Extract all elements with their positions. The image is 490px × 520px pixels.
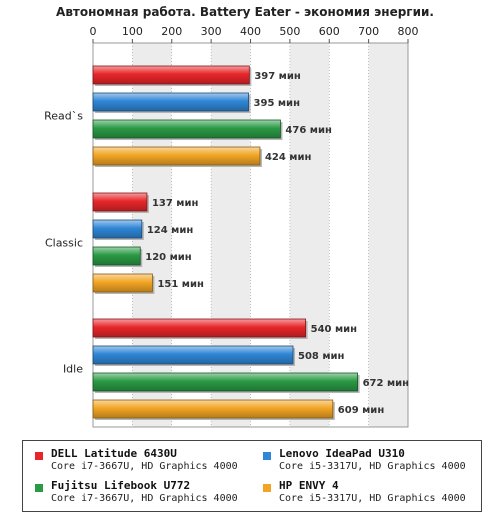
data-label: 137 мин [152,198,199,209]
bar [92,119,281,139]
legend-subtitle: Core i7-3667U, HD Graphics 4000 [51,493,238,504]
category-label: Read`s [44,110,83,123]
bar [92,246,141,266]
legend-name: HP ENVY 4 [279,479,339,492]
legend-swatch [35,484,43,492]
x-tick-label: 800 [398,25,419,38]
data-label: 672 мин [363,378,410,389]
bar [92,399,334,419]
x-tick-label: 600 [319,25,340,38]
x-tick-label: 100 [122,25,143,38]
chart-title: Автономная работа. Battery Eater - эконо… [56,5,434,19]
data-label: 476 мин [285,125,332,136]
category-label: Idle [63,363,83,376]
x-tick-label: 500 [279,25,300,38]
x-tick-label: 400 [240,25,261,38]
bar [92,318,307,338]
data-label: 424 мин [265,152,312,163]
plot-band [289,43,330,427]
legend-swatch [35,452,43,460]
bar [92,192,148,212]
data-label: 609 мин [338,405,385,416]
legend-swatch [263,484,271,492]
bar [92,372,359,392]
legend-name: Fujitsu Lifebook U772 [51,479,191,492]
x-tick-label: 700 [358,25,379,38]
bar [92,345,294,365]
legend-name: DELL Latitude 6430U [51,447,177,460]
bar [92,273,153,293]
bar [92,146,261,166]
bar-chart: Автономная работа. Battery Eater - эконо… [44,5,434,428]
legend-subtitle: Core i5-3317U, HD Graphics 4000 [279,493,466,504]
data-label: 540 мин [311,324,358,335]
bar [92,219,143,239]
category-label: Classic [45,237,83,250]
legend-subtitle: Core i7-3667U, HD Graphics 4000 [51,461,238,472]
data-label: 395 мин [254,98,301,109]
legend: DELL Latitude 6430U Core i7-3667U, HD Gr… [22,440,482,512]
legend-swatch [263,452,271,460]
bar [92,92,249,112]
data-label: 120 мин [145,252,192,263]
x-tick-label: 200 [161,25,182,38]
legend-name: Lenovo IdeaPad U310 [279,447,405,460]
data-label: 397 мин [254,71,301,82]
data-label: 124 мин [147,225,194,236]
data-label: 508 мин [298,351,345,362]
data-label: 151 мин [157,279,204,290]
plot-band [329,43,369,427]
bar [92,65,250,85]
plot-band [368,43,408,427]
legend-subtitle: Core i5-3317U, HD Graphics 4000 [279,461,466,472]
x-tick-label: 0 [90,25,97,38]
x-tick-label: 300 [201,25,222,38]
